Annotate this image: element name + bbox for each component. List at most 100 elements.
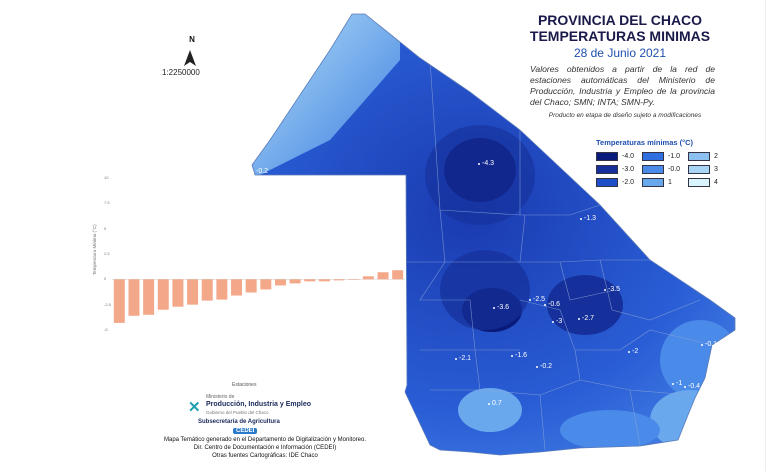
station-dot: [580, 218, 582, 220]
legend-item: -4.0: [596, 152, 642, 161]
page-edge: [765, 0, 766, 471]
chart-bar: [172, 279, 184, 307]
station-value-label: -1.6: [515, 352, 528, 359]
logo-line-2: Producción, Industria y Empleo: [206, 401, 312, 408]
chart-xlabel: Estaciones: [232, 382, 257, 388]
logo-line-1: Ministerio de: [206, 394, 235, 400]
station-value-label: -0.2: [256, 168, 269, 175]
legend-title: Temperaturas mínimas (°C): [596, 138, 694, 147]
legend-label: -4.0: [622, 153, 635, 160]
station-value-label: -3.6: [497, 304, 510, 311]
credits: Mapa Temático generado en el Departament…: [110, 436, 420, 460]
legend-label: -3.0: [622, 166, 635, 173]
chart-bar: [231, 279, 243, 296]
map-date: 28 de Junio 2021: [573, 46, 667, 60]
chart-bar: [274, 279, 286, 286]
logo-line-3: Gobierno del Pueblo del Chaco: [206, 410, 269, 415]
station-value-label: -3.5: [608, 286, 621, 293]
map-description: Valores obtenidos a partir de la red de …: [530, 64, 715, 107]
chart-bar: [348, 279, 360, 280]
station-dot: [488, 403, 490, 405]
station-value-label: -0.6: [548, 301, 561, 308]
title-line-1: PROVINCIA DEL CHACO: [537, 12, 703, 28]
legend-label: 1: [668, 179, 672, 186]
legend-item: 3: [688, 165, 734, 174]
station-dot: [478, 163, 480, 165]
north-label: N: [189, 35, 195, 44]
legend-swatch: [596, 152, 618, 161]
station-dot: [672, 383, 674, 385]
chart-y-tick: -2.5: [104, 301, 111, 307]
legend-label: 2: [714, 153, 718, 160]
station-dot: [529, 299, 531, 301]
station-dot: [701, 344, 703, 346]
legend-swatch: [642, 165, 664, 174]
station-dot: [578, 318, 580, 320]
credits-line-2: Dir. Centro de Documentación e Informaci…: [193, 445, 337, 451]
chart-bar: [245, 279, 257, 293]
north-arrow-icon: [184, 50, 196, 66]
station-dot: [684, 386, 686, 388]
station-value-label: -2.7: [582, 315, 595, 322]
legend-label: -2.0: [622, 179, 635, 186]
legend-row: -2.0 1 4: [596, 176, 746, 189]
legend-swatch: [642, 178, 664, 187]
chart-ylabel: Temperatura Mínima (°C): [92, 224, 97, 275]
chart-bar: [289, 279, 301, 284]
scale-label: 1:2250000: [162, 68, 200, 77]
station-bar-chart: [112, 270, 405, 323]
chart-bar: [113, 279, 125, 323]
chart-bar: [377, 272, 389, 280]
legend-item: -3.0: [596, 165, 642, 174]
legend-label: -1.0: [668, 153, 681, 160]
legend-item: 4: [688, 178, 734, 187]
ministry-x-icon: ✕: [188, 399, 201, 416]
title-line-2: TEMPERATURAS MINIMAS: [529, 28, 711, 44]
station-dot: [544, 304, 546, 306]
legend-label: 4: [714, 179, 718, 186]
station-value-label: -0.2: [540, 363, 553, 370]
credits-line-3: Otras fuentes Cartográficas: IDE Chaco: [212, 453, 318, 459]
chart-y-tick: 0: [104, 276, 107, 282]
legend-item: -0.0: [642, 165, 688, 174]
legend-row: -3.0 -0.0 3: [596, 163, 746, 176]
chart-bar: [143, 279, 155, 315]
station-value-label: -0.4: [688, 383, 701, 390]
chart-bar: [392, 270, 404, 280]
station-value-label: 0.7: [492, 400, 502, 407]
legend-label: 3: [714, 166, 718, 173]
station-value-label: -2: [632, 348, 639, 355]
credits-line-1: Mapa Temático generado en el Departament…: [163, 437, 366, 443]
station-dot: [493, 307, 495, 309]
station-value-label: -2.1: [459, 355, 472, 362]
legend-item: -1.0: [642, 152, 688, 161]
legend-label: -0.0: [668, 166, 681, 173]
station-dot: [604, 289, 606, 291]
chart-bar: [318, 279, 330, 282]
chart-bar: [157, 279, 169, 310]
station-dot: [455, 358, 457, 360]
station-dot: [552, 321, 554, 323]
legend-swatch: [596, 165, 618, 174]
legend-swatch: [688, 178, 710, 187]
chart-y-tick: 10: [104, 175, 109, 180]
station-value-label: -1: [676, 380, 683, 387]
station-value-label: -0.1: [705, 341, 718, 348]
station-dot: [252, 171, 254, 173]
chart-bar: [362, 276, 374, 280]
chart-bar: [333, 279, 345, 281]
station-dot: [511, 355, 513, 357]
station-value-label: -2.5: [533, 296, 546, 303]
map-title: PROVINCIA DEL CHACO TEMPERATURAS MINIMAS: [480, 12, 760, 44]
chart-y-tick: -5: [104, 327, 108, 332]
chart-y-tick: 7.5: [104, 200, 110, 206]
chart-bar: [216, 279, 228, 300]
legend-swatch: [642, 152, 664, 161]
design-note: Producto en etapa de diseño sujeto a mod…: [548, 112, 702, 119]
chart-bar: [201, 279, 213, 301]
cedei-badge: CEDEI: [233, 428, 258, 434]
chart-bar: [128, 279, 140, 316]
station-dot: [628, 351, 630, 353]
